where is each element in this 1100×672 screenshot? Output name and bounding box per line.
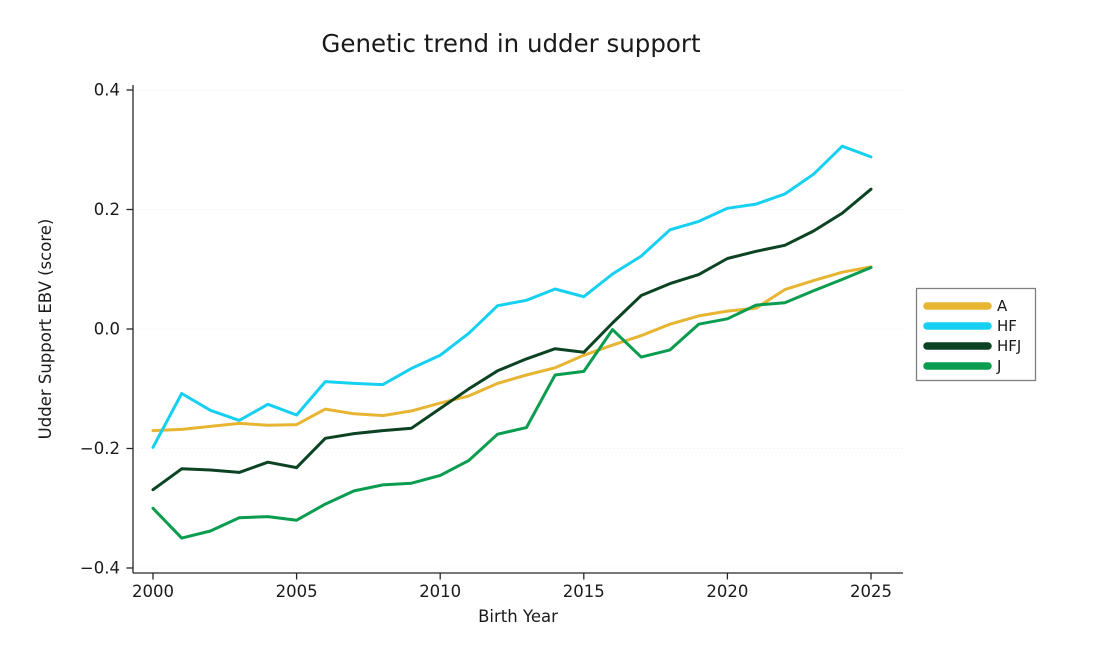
y-tick-label: −0.4 xyxy=(80,559,120,578)
x-tick-label: 2010 xyxy=(419,582,461,601)
y-tick-label: −0.2 xyxy=(80,439,120,458)
series-line-J xyxy=(151,266,873,540)
series-line-HFJ xyxy=(151,187,873,492)
x-tick-label: 2015 xyxy=(563,582,605,601)
x-tick-label: 2020 xyxy=(706,582,748,601)
y-tick-label: 0.0 xyxy=(94,320,120,339)
series-line-A xyxy=(151,265,873,433)
legend-label-HFJ: HFJ xyxy=(997,337,1021,355)
chart-title: Genetic trend in udder support xyxy=(321,29,701,58)
x-tick-label: 2005 xyxy=(276,582,318,601)
x-tick-label: 2000 xyxy=(132,582,174,601)
x-axis-label: Birth Year xyxy=(478,607,558,626)
legend-label-A: A xyxy=(997,297,1008,315)
y-tick-label: 0.2 xyxy=(94,200,120,219)
x-tick-label: 2025 xyxy=(850,582,892,601)
y-axis-label: Udder Support EBV (score) xyxy=(36,219,55,440)
y-tick-label: 0.4 xyxy=(94,81,120,100)
legend-label-HF: HF xyxy=(997,317,1017,335)
legend-label-J: J xyxy=(996,357,1001,375)
series-line-HF xyxy=(151,144,873,449)
